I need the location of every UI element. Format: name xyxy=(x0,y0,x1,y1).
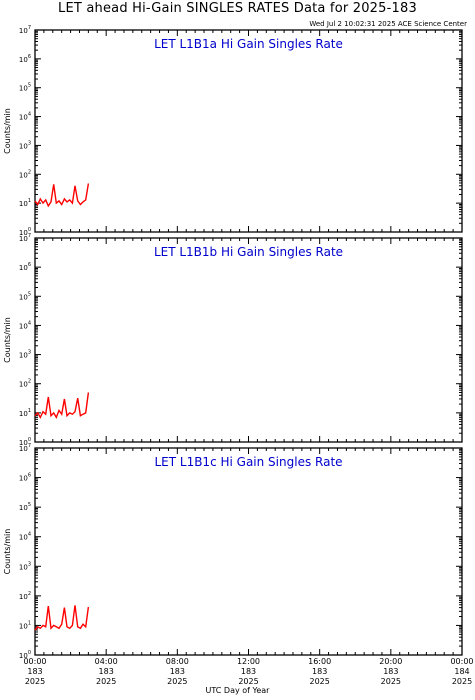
y-tick-label: 107 xyxy=(19,25,31,35)
y-tick-label: 102 xyxy=(19,169,31,179)
panel-title: LET L1B1c Hi Gain Singles Rate xyxy=(154,455,342,469)
y-tick-label: 104 xyxy=(19,532,31,542)
y-tick-exponent: 3 xyxy=(28,140,31,146)
plot-frame xyxy=(34,237,463,443)
panel-title: LET L1B1b Hi Gain Singles Rate xyxy=(154,245,343,259)
x-tick-label: 2025 xyxy=(96,677,116,686)
x-tick-label: 183 xyxy=(312,667,327,676)
x-tick-label: 00:00 xyxy=(450,657,473,666)
x-tick-label: 12:00 xyxy=(237,657,260,666)
x-tick-label: 2025 xyxy=(381,677,401,686)
y-tick-exponent: 4 xyxy=(28,112,31,118)
y-tick-exponent: 6 xyxy=(28,262,31,268)
plot-frame xyxy=(34,29,463,233)
y-tick-label: 106 xyxy=(19,54,31,64)
page-title: LET ahead Hi-Gain SINGLES RATES Data for… xyxy=(58,1,417,16)
y-axis-label: Counts/min xyxy=(3,108,12,154)
y-tick-label: 100 xyxy=(19,437,31,447)
x-tick-label: 20:00 xyxy=(379,657,402,666)
y-tick-label: 104 xyxy=(19,112,31,122)
y-tick-label: 103 xyxy=(19,561,31,571)
x-tick-label: 183 xyxy=(99,667,114,676)
y-tick-exponent: 1 xyxy=(28,620,31,626)
y-tick-exponent: 5 xyxy=(28,83,31,89)
y-tick-label: 106 xyxy=(19,262,31,272)
y-tick-label: 101 xyxy=(19,408,31,418)
x-tick-label: 183 xyxy=(170,667,185,676)
y-tick-label: 105 xyxy=(19,502,31,512)
y-tick-exponent: 2 xyxy=(28,379,31,385)
y-tick-exponent: 0 xyxy=(28,650,31,656)
y-axis-label: Counts/min xyxy=(3,317,12,363)
y-tick-exponent: 0 xyxy=(28,437,31,443)
y-tick-exponent: 3 xyxy=(28,561,31,567)
y-tick-exponent: 2 xyxy=(28,591,31,597)
y-tick-label: 101 xyxy=(19,198,31,208)
x-tick-label: 2025 xyxy=(167,677,187,686)
x-tick-label: 183 xyxy=(27,667,42,676)
x-tick-label: 183 xyxy=(383,667,398,676)
x-tick-label: 2025 xyxy=(25,677,45,686)
panel-title: LET L1B1a Hi Gain Singles Rate xyxy=(154,37,343,51)
x-tick-label: 08:00 xyxy=(166,657,189,666)
y-tick-exponent: 1 xyxy=(28,198,31,204)
y-tick-exponent: 7 xyxy=(28,233,31,239)
x-tick-label: 04:00 xyxy=(95,657,118,666)
x-tick-label: 2025 xyxy=(238,677,258,686)
y-tick-exponent: 7 xyxy=(28,25,31,31)
x-tick-label: 2025 xyxy=(309,677,329,686)
series-line xyxy=(34,183,90,208)
y-tick-exponent: 6 xyxy=(28,473,31,479)
y-tick-label: 101 xyxy=(19,620,31,630)
y-tick-exponent: 4 xyxy=(28,320,31,326)
y-tick-label: 104 xyxy=(19,320,31,330)
y-tick-label: 102 xyxy=(19,379,31,389)
y-tick-exponent: 2 xyxy=(28,169,31,175)
y-tick-label: 102 xyxy=(19,591,31,601)
y-tick-exponent: 4 xyxy=(28,532,31,538)
y-axis-label: Counts/min xyxy=(3,529,12,575)
y-tick-exponent: 5 xyxy=(28,291,31,297)
x-tick-label: 183 xyxy=(241,667,256,676)
y-tick-label: 103 xyxy=(19,350,31,360)
y-tick-exponent: 1 xyxy=(28,408,31,414)
timestamp-label: Wed Jul 2 10:02:31 2025 ACE Science Cent… xyxy=(309,20,467,28)
y-tick-label: 107 xyxy=(19,443,31,453)
y-tick-label: 105 xyxy=(19,291,31,301)
plot-frame xyxy=(34,447,463,656)
x-tick-label: 00:00 xyxy=(23,657,46,666)
x-axis-title: UTC Day of Year xyxy=(205,686,270,695)
y-tick-label: 100 xyxy=(19,650,31,660)
y-tick-label: 103 xyxy=(19,140,31,150)
y-tick-exponent: 0 xyxy=(28,227,31,233)
x-tick-label: 16:00 xyxy=(308,657,331,666)
y-tick-exponent: 5 xyxy=(28,502,31,508)
x-tick-label: 2025 xyxy=(452,677,472,686)
y-tick-label: 106 xyxy=(19,473,31,483)
series-line xyxy=(34,605,90,631)
y-tick-label: 107 xyxy=(19,233,31,243)
y-tick-exponent: 6 xyxy=(28,54,31,60)
y-tick-label: 100 xyxy=(19,227,31,237)
y-tick-exponent: 7 xyxy=(28,443,31,449)
y-tick-label: 105 xyxy=(19,83,31,93)
y-tick-exponent: 3 xyxy=(28,350,31,356)
x-tick-label: 184 xyxy=(454,667,469,676)
series-line xyxy=(34,392,90,420)
